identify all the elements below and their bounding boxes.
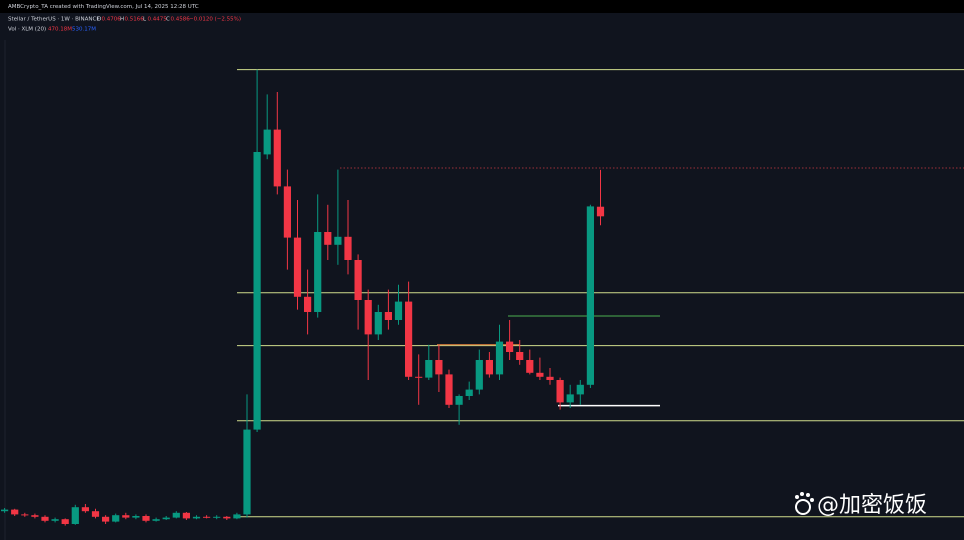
candle-body: [102, 516, 110, 522]
candle-body: [41, 516, 49, 521]
ohlc-key: O: [97, 17, 102, 23]
candle-body: [324, 232, 332, 245]
candle-body: [304, 296, 312, 312]
ohlc-legend: O 0.4706 H 0.5166 L 0.4475 C 0.4586 −0.0120 (−2.…: [97, 17, 241, 23]
candle-body: [122, 515, 130, 518]
volume-label: Vol · XLM (20): [8, 27, 46, 33]
candle-body: [263, 129, 271, 155]
candle-body: [31, 515, 39, 517]
candle-body: [374, 312, 382, 335]
plot: [0, 69, 964, 526]
candle-body: [253, 152, 261, 430]
volume-ma: 530.17M: [72, 27, 96, 33]
ohlc-value: 0.5166: [125, 17, 145, 23]
candle-body: [51, 519, 59, 521]
candle-body: [203, 516, 211, 518]
candle-body: [425, 360, 433, 378]
watermark-icon: [795, 492, 814, 515]
candle-body: [91, 511, 100, 517]
candle-body: [536, 372, 544, 377]
candle-body: [364, 300, 372, 335]
candle-body: [61, 519, 69, 524]
candle-body: [405, 301, 413, 377]
candle-body: [81, 507, 89, 512]
candle-body: [485, 360, 493, 375]
watermark: @加密饭饭: [817, 493, 927, 518]
candle-body: [293, 237, 302, 297]
ohlc-key: C: [166, 17, 170, 23]
candle-body: [435, 360, 443, 375]
candle-body: [213, 516, 221, 518]
candle-body: [142, 516, 150, 521]
symbol: Stellar / TetherUS · 1W · BINANCE: [8, 17, 100, 23]
ohlc-change: −0.0120 (−2.55%): [189, 17, 241, 23]
ohlc-value: 0.4706: [102, 17, 122, 23]
candle-body: [233, 514, 241, 519]
candle-body: [172, 512, 180, 518]
candle-body: [314, 232, 322, 312]
ohlc-value: 0.4475: [148, 17, 168, 23]
candle-body: [526, 360, 534, 373]
candle-body: [182, 512, 190, 519]
candle-body: [546, 376, 554, 380]
candle-body: [384, 312, 392, 320]
candle-body: [586, 206, 594, 385]
candle-body: [132, 516, 140, 518]
candle-body: [354, 260, 362, 300]
candle-body: [0, 509, 9, 512]
candle-body: [11, 509, 19, 515]
candle-body: [71, 507, 79, 524]
candle-body: [21, 514, 29, 516]
candle-body: [475, 360, 483, 390]
candle-body: [576, 384, 584, 395]
candle-body: [283, 186, 291, 238]
candle-body: [344, 236, 352, 260]
candle-body: [415, 376, 423, 378]
candle-body: [556, 380, 564, 403]
candle-body: [394, 301, 403, 320]
candle-body: [566, 394, 574, 403]
candle-body: [495, 341, 504, 375]
candle-body: [334, 236, 342, 245]
ohlc-key: H: [120, 17, 124, 23]
candle-body: [516, 352, 524, 360]
candle-body: [152, 519, 160, 521]
candle-body: [223, 516, 231, 519]
candle-body: [506, 341, 514, 352]
ohlc-value: 0.4586: [171, 17, 191, 23]
ohlc-key: L: [143, 17, 147, 23]
candle-body: [162, 517, 170, 520]
candle-body: [455, 396, 463, 405]
candle-body: [596, 206, 605, 217]
candle-body: [192, 516, 201, 519]
volume-value: 470.18M: [48, 27, 72, 33]
candle-body: [273, 129, 281, 187]
candle-body: [445, 374, 453, 405]
candle-body: [465, 389, 473, 396]
credit: AMBCrypto_TA created with TradingView.co…: [8, 4, 199, 10]
candle-body: [112, 515, 120, 522]
top-bar: [0, 0, 964, 13]
candle-body: [243, 429, 251, 515]
